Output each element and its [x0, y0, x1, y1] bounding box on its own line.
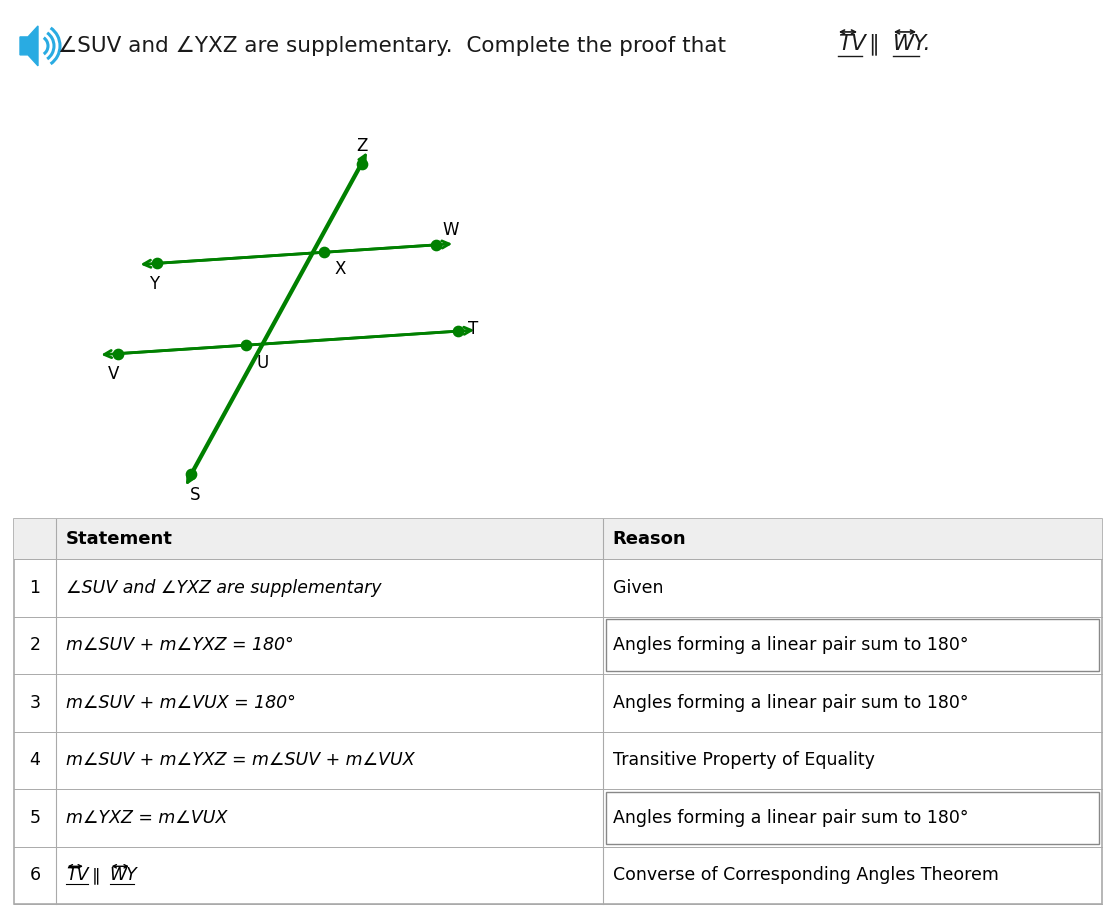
- Text: W: W: [443, 220, 458, 239]
- Text: Z: Z: [357, 137, 368, 154]
- Text: Angles forming a linear pair sum to 180°: Angles forming a linear pair sum to 180°: [613, 636, 968, 655]
- Point: [149, 256, 167, 271]
- Text: 3: 3: [29, 694, 40, 711]
- Text: Y: Y: [150, 275, 160, 293]
- Bar: [606, 620, 1099, 671]
- Text: 6: 6: [29, 867, 40, 884]
- Text: TV: TV: [838, 34, 865, 54]
- Text: m∠SUV + m∠VUX = 180°: m∠SUV + m∠VUX = 180°: [66, 694, 295, 711]
- Text: Transitive Property of Equality: Transitive Property of Equality: [613, 752, 874, 769]
- Text: m∠YXZ = m∠VUX: m∠YXZ = m∠VUX: [66, 809, 227, 827]
- Text: 2: 2: [29, 636, 40, 655]
- Text: TV: TV: [66, 867, 88, 884]
- Text: m∠SUV + m∠YXZ = 180°: m∠SUV + m∠YXZ = 180°: [66, 636, 294, 655]
- Text: V: V: [107, 365, 120, 384]
- Text: Reason: Reason: [613, 530, 686, 548]
- Text: WY.: WY.: [893, 34, 931, 54]
- Point: [182, 466, 200, 481]
- Text: m∠SUV + m∠YXZ = m∠SUV + m∠VUX: m∠SUV + m∠YXZ = m∠SUV + m∠VUX: [66, 752, 415, 769]
- Text: ∠SUV and ∠YXZ are supplementary.  Complete the proof that: ∠SUV and ∠YXZ are supplementary. Complet…: [58, 36, 740, 56]
- Text: U: U: [256, 354, 268, 373]
- Bar: [13, 519, 1102, 559]
- Text: Angles forming a linear pair sum to 180°: Angles forming a linear pair sum to 180°: [613, 694, 968, 711]
- Text: ∥: ∥: [92, 867, 101, 884]
- Point: [108, 346, 126, 361]
- Point: [427, 238, 445, 252]
- Text: T: T: [467, 320, 477, 339]
- Text: Converse of Corresponding Angles Theorem: Converse of Corresponding Angles Theorem: [613, 867, 998, 884]
- Text: X: X: [334, 260, 345, 278]
- Point: [353, 157, 371, 172]
- Text: Statement: Statement: [66, 530, 172, 548]
- Text: Given: Given: [613, 579, 663, 597]
- Text: WY: WY: [110, 867, 138, 884]
- Text: ∥: ∥: [868, 33, 879, 55]
- Text: Angles forming a linear pair sum to 180°: Angles forming a linear pair sum to 180°: [613, 809, 968, 827]
- Polygon shape: [20, 26, 38, 66]
- Point: [448, 324, 466, 339]
- Text: 5: 5: [29, 809, 40, 827]
- Point: [237, 338, 255, 353]
- Text: S: S: [190, 486, 200, 503]
- Text: 1: 1: [29, 579, 40, 597]
- Point: [315, 245, 333, 260]
- Text: ∠SUV and ∠YXZ are supplementary: ∠SUV and ∠YXZ are supplementary: [66, 579, 381, 597]
- Bar: [606, 792, 1099, 844]
- Text: 4: 4: [29, 752, 40, 769]
